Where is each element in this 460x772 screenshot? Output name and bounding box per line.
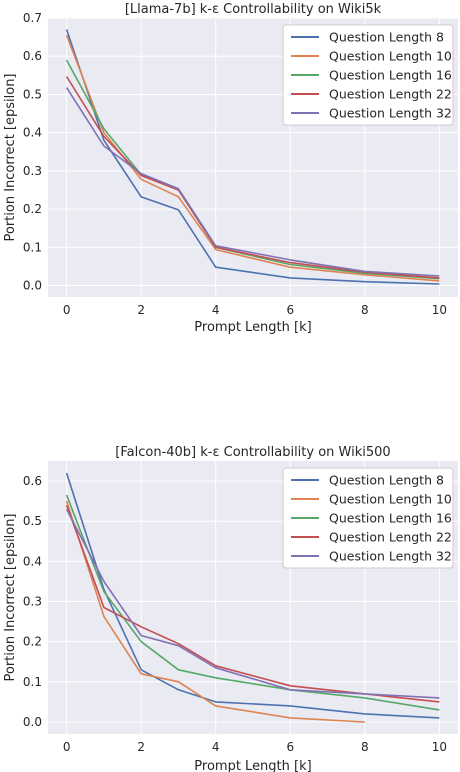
x-tick-label: 6 xyxy=(286,303,294,317)
x-tick-label: 0 xyxy=(63,303,71,317)
x-tick-label: 8 xyxy=(361,740,369,754)
x-tick-label: 8 xyxy=(361,303,369,317)
x-tick-label: 0 xyxy=(63,740,71,754)
y-tick-label: 0.4 xyxy=(23,554,42,568)
y-tick-label: 0.6 xyxy=(23,49,42,63)
legend-entry: Question Length 22 xyxy=(329,530,452,545)
chart-1: 0.0 0.1 0.2 0.3 0.4 0.5 0.6 0.7 0 2 4 6 8 10 [Llama-7b… xyxy=(3,2,458,335)
chart-2: 0.0 0.1 0.2 0.3 0.4 0.5 0.6 0 2 4 6 8 10 [Falcon-40b]… xyxy=(3,445,458,772)
x-tick-label: 4 xyxy=(212,740,220,754)
legend-entry: Question Length 10 xyxy=(329,49,452,64)
legend: Question Length 8 Question Length 10 Quest… xyxy=(282,24,454,126)
series-line-2 xyxy=(65,500,365,723)
chart-title: [Falcon-40b] k-ε Controllability on Wiki… xyxy=(115,445,390,460)
series-line-3 xyxy=(65,494,440,711)
y-axis-label: Portion Incorrect [epsilon] xyxy=(3,513,18,681)
y-axis-label: Portion Incorrect [epsilon] xyxy=(3,73,18,241)
y-tick-label: 0.2 xyxy=(23,202,42,216)
x-axis-label: Prompt Length [k] xyxy=(194,759,311,772)
legend-entry: Question Length 22 xyxy=(329,87,452,102)
y-tick-label: 0.6 xyxy=(23,474,42,488)
legend-entry: Question Length 10 xyxy=(329,492,452,507)
x-tick-label: 10 xyxy=(432,740,447,754)
legend-entry: Question Length 16 xyxy=(329,511,452,526)
y-tick-label: 0.0 xyxy=(23,279,42,293)
legend: Question Length 8 Question Length 10 Quest… xyxy=(282,467,454,569)
y-tick-label: 0.2 xyxy=(23,635,42,649)
y-tick-label: 0.3 xyxy=(23,595,42,609)
x-tick-label: 10 xyxy=(432,303,447,317)
x-tick-label: 2 xyxy=(137,740,145,754)
x-tick-label: 6 xyxy=(286,740,294,754)
legend-entry: Question Length 8 xyxy=(329,30,444,45)
x-tick-label: 2 xyxy=(137,303,145,317)
legend-entry: Question Length 32 xyxy=(329,549,452,564)
legend-entry: Question Length 16 xyxy=(329,68,452,83)
chart-title: [Llama-7b] k-ε Controllability on Wiki5k xyxy=(125,2,382,17)
series-line-5 xyxy=(65,87,440,277)
legend-entry: Question Length 8 xyxy=(329,473,444,488)
legend-entry: Question Length 32 xyxy=(329,106,452,121)
x-axis-label: Prompt Length [k] xyxy=(194,320,311,335)
y-tick-label: 0.5 xyxy=(23,87,42,101)
series-line-1 xyxy=(65,472,440,719)
y-tick-label: 0.7 xyxy=(23,11,42,25)
legend-frame xyxy=(282,24,454,126)
series-line-5 xyxy=(65,508,440,699)
y-tick-label: 0.4 xyxy=(23,126,42,140)
y-tick-label: 0.1 xyxy=(23,675,42,689)
y-tick-label: 0.5 xyxy=(23,514,42,528)
y-tick-label: 0.1 xyxy=(23,240,42,254)
x-tick-label: 4 xyxy=(212,303,220,317)
y-tick-label: 0.3 xyxy=(23,164,42,178)
series-line-2 xyxy=(65,34,440,282)
legend-frame xyxy=(282,467,454,569)
y-tick-label: 0.0 xyxy=(23,715,42,729)
